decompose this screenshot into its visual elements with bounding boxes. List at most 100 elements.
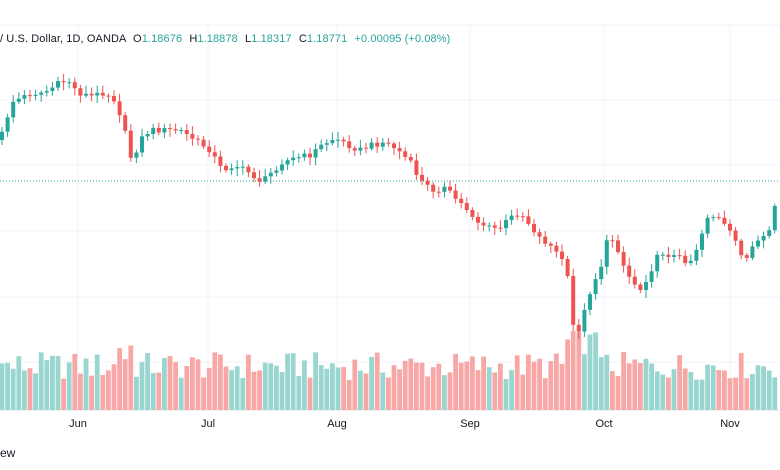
candle-body (728, 223, 732, 231)
volume-bar (195, 359, 201, 410)
volume-bar (369, 357, 374, 410)
candle-body (716, 217, 721, 219)
candle-body (431, 184, 436, 192)
volume-bar (587, 334, 593, 410)
x-tick-label: Jul (201, 418, 215, 430)
volume-bar (660, 374, 666, 410)
volume-bar (268, 363, 274, 410)
volume-bar (503, 378, 509, 410)
x-tick-label: Aug (327, 418, 347, 430)
volume-bar (246, 354, 251, 410)
x-axis: Jun Jul Aug Sep Oct Nov (69, 418, 740, 430)
volume-bar (458, 362, 464, 410)
high-value: 1.18878 (197, 33, 238, 45)
candle-body (235, 167, 240, 169)
candle-body (313, 149, 318, 158)
volume-bar (638, 363, 643, 410)
candle-body (560, 251, 564, 260)
volume-bar (761, 366, 766, 410)
candle-body (632, 276, 637, 285)
volume-bar (229, 370, 234, 410)
volume-bar (397, 369, 402, 410)
candle-body (722, 217, 727, 224)
candle-body (285, 160, 290, 165)
volume-bar (705, 364, 710, 410)
candle-body (291, 157, 296, 161)
volume-bar (374, 352, 380, 410)
candle-body (207, 146, 212, 153)
volume-bar (134, 376, 139, 410)
candle-body (112, 95, 116, 102)
volume-bar (83, 358, 89, 410)
volume-bar (531, 361, 537, 410)
volume-bar (682, 368, 688, 410)
candle-body (761, 235, 766, 241)
candle-body (599, 266, 604, 280)
volume-bar (408, 358, 414, 410)
candle-body (481, 222, 486, 226)
volume-bar (542, 378, 548, 410)
candle-body (257, 178, 262, 182)
volume-bar (386, 377, 391, 410)
x-tick-label: Nov (720, 418, 740, 430)
x-tick-label: Oct (595, 418, 612, 430)
change-value: +0.00095 (+0.08%) (354, 33, 451, 45)
candle-body (604, 240, 609, 267)
volume-bar (335, 367, 341, 410)
candle-body (492, 225, 497, 228)
x-tick-label: Jun (69, 418, 87, 430)
volume-bar (442, 375, 447, 410)
candle-body (621, 252, 626, 266)
volume-bar (290, 353, 296, 410)
volume-bar (302, 360, 307, 410)
volume-bar (162, 358, 167, 410)
candle-body (526, 216, 531, 224)
volume-bar (671, 369, 677, 410)
candle-body (744, 255, 749, 258)
volume-bar (0, 363, 5, 410)
volume-bar (33, 373, 38, 410)
volume-bar (733, 377, 738, 410)
volume-bar (688, 371, 694, 410)
volume-bar (694, 379, 699, 410)
symbol-label: / U.S. Dollar, 1D, OANDA (0, 33, 126, 45)
volume-bar (156, 372, 162, 410)
volume-bar (514, 355, 520, 410)
candle-body (688, 260, 693, 264)
candle-body (33, 94, 38, 96)
volume-bars (0, 330, 778, 410)
candle-body (117, 101, 122, 116)
volume-bar (615, 375, 621, 410)
candle-body (767, 230, 772, 236)
volume-bar (358, 370, 363, 410)
candle-body (649, 271, 654, 282)
volume-bar (10, 368, 16, 410)
volume-bar (223, 366, 229, 410)
volume-bar (206, 367, 212, 410)
volume-bar (632, 359, 638, 410)
candle-body (128, 130, 133, 158)
candle-body (739, 240, 744, 256)
close-value: 1.18771 (306, 33, 348, 45)
volume-bar (380, 372, 386, 410)
volume-bar (699, 379, 705, 410)
candle-body (375, 142, 380, 147)
volume-bar (296, 376, 302, 410)
volume-bar (464, 361, 470, 410)
volume-bar (111, 364, 117, 410)
close-label: C (298, 33, 307, 45)
candle-body (78, 88, 83, 96)
candle-body (733, 230, 738, 241)
candle-body (89, 93, 94, 96)
volume-bar (750, 373, 755, 410)
volume-bar (414, 362, 419, 410)
candle-body (319, 144, 324, 150)
volume-bar (257, 370, 262, 410)
candle-body (123, 115, 128, 131)
volume-bar (274, 365, 279, 410)
volume-bar (94, 354, 100, 410)
volume-bar (251, 371, 257, 410)
volume-bar (16, 356, 22, 410)
volume-bar (145, 353, 150, 410)
